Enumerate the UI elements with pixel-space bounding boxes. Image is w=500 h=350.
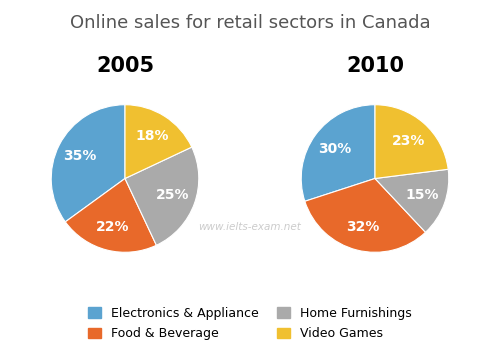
Text: 15%: 15% [406, 189, 439, 203]
Wedge shape [375, 169, 449, 232]
Wedge shape [66, 178, 156, 252]
Text: 22%: 22% [96, 220, 130, 234]
Text: 23%: 23% [392, 134, 425, 148]
Text: Online sales for retail sectors in Canada: Online sales for retail sectors in Canad… [70, 14, 430, 32]
Wedge shape [301, 105, 375, 201]
Text: www.ielts-exam.net: www.ielts-exam.net [198, 223, 302, 232]
Wedge shape [125, 105, 192, 178]
Wedge shape [125, 147, 199, 245]
Text: 30%: 30% [318, 142, 351, 156]
Text: 2005: 2005 [96, 56, 154, 76]
Text: 32%: 32% [346, 220, 379, 234]
Text: 25%: 25% [156, 189, 189, 203]
Wedge shape [375, 105, 448, 178]
Text: 2010: 2010 [346, 56, 404, 76]
Wedge shape [51, 105, 125, 222]
Wedge shape [305, 178, 426, 252]
Text: 18%: 18% [135, 129, 168, 143]
Legend: Electronics & Appliance, Food & Beverage, Home Furnishings, Video Games: Electronics & Appliance, Food & Beverage… [88, 307, 411, 340]
Text: 35%: 35% [64, 149, 97, 163]
